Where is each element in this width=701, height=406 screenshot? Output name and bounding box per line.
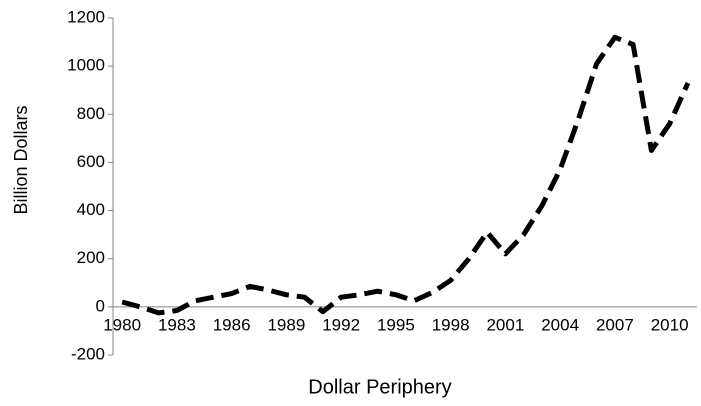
x-tick-label: 1980 xyxy=(103,315,141,334)
y-axis-title: Billion Dollars xyxy=(11,105,31,214)
x-tick-label: 1998 xyxy=(432,315,470,334)
x-tick-label: 2001 xyxy=(486,315,524,334)
x-tick-label: 1989 xyxy=(267,315,305,334)
y-tick-label: 600 xyxy=(77,152,105,171)
y-tick-label: -200 xyxy=(71,344,105,363)
x-tick-label: 1995 xyxy=(377,315,415,334)
y-tick-label: 0 xyxy=(96,296,105,315)
y-tick-label: 800 xyxy=(77,104,105,123)
x-tick-label: 2010 xyxy=(651,315,689,334)
x-tick-label: 1983 xyxy=(158,315,196,334)
y-tick-label: 200 xyxy=(77,248,105,267)
x-tick-label: 1992 xyxy=(322,315,360,334)
line xyxy=(121,34,691,316)
x-tick-label: 2004 xyxy=(541,315,579,334)
y-tick-label: 1200 xyxy=(67,7,105,26)
x-tick-label: 1986 xyxy=(213,315,251,334)
y-tick-label: 1000 xyxy=(67,56,105,75)
x-axis-title: Dollar Periphery xyxy=(308,376,451,398)
y-tick-label: 400 xyxy=(77,200,105,219)
x-tick-label: 2007 xyxy=(596,315,634,334)
